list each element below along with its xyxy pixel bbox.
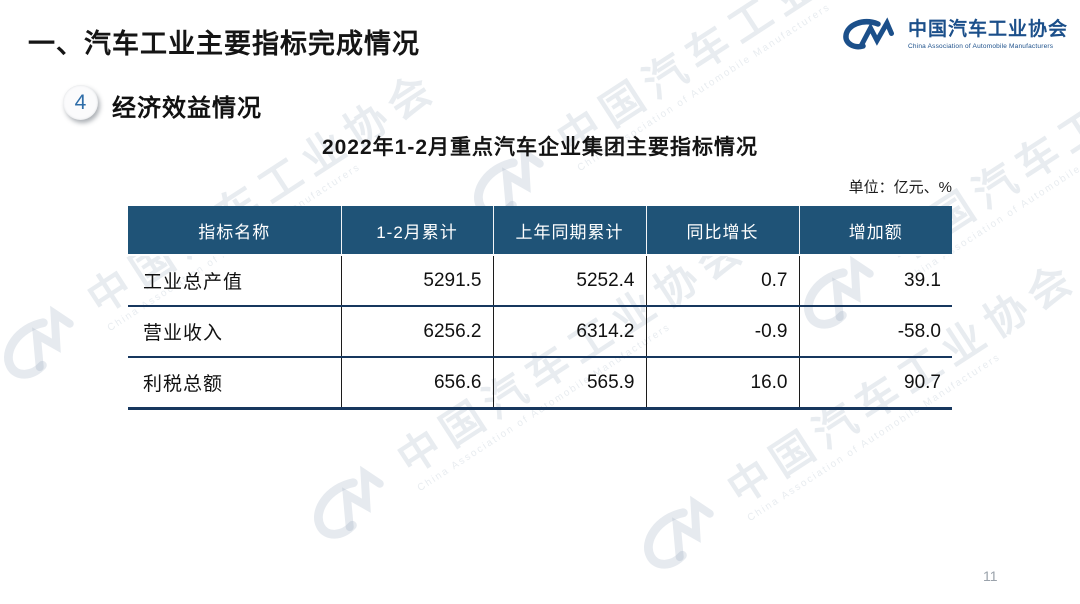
page-title: 一、汽车工业主要指标完成情况 (28, 29, 420, 59)
table-row: 营业收入 6256.2 6314.2 -0.9 -58.0 (128, 306, 952, 359)
table-title: 2022年1-2月重点汽车企业集团主要指标情况 (321, 136, 759, 159)
cell-indicator: 营业收入 (128, 306, 342, 359)
table-header-row: 指标名称 1-2月累计 上年同期累计 同比增长 增加额 (128, 206, 952, 256)
cell-value: 90.7 (799, 357, 952, 411)
cell-value: 6314.2 (493, 306, 647, 359)
cell-value: 0.7 (646, 255, 800, 308)
caam-monogram-icon (840, 16, 900, 54)
unit-label: 单位：亿元、% (848, 179, 952, 196)
header-cell-prev-year-total: 上年同期累计 (493, 206, 647, 256)
cell-value: 565.9 (493, 357, 647, 411)
caam-logo: 中国汽车工业协会 China Association of Automobile… (840, 16, 1068, 54)
section-number-badge: 4 (63, 85, 98, 120)
header-cell-increase: 增加额 (799, 206, 952, 256)
cell-value: 5252.4 (493, 255, 647, 308)
cell-value: 5291.5 (341, 255, 494, 308)
cell-indicator: 利税总额 (128, 357, 342, 411)
cell-value: 656.6 (341, 357, 494, 411)
caam-monogram-watermark-icon (296, 454, 408, 555)
cell-indicator: 工业总产值 (128, 255, 342, 308)
cell-value: 39.1 (799, 255, 952, 308)
cell-value: 16.0 (646, 357, 800, 411)
header-cell-period-total: 1-2月累计 (341, 206, 494, 256)
cell-value: 6256.2 (341, 306, 494, 359)
table-row: 工业总产值 5291.5 5252.4 0.7 39.1 (128, 255, 952, 308)
cell-value: -0.9 (646, 306, 800, 359)
caam-monogram-watermark-icon (626, 484, 738, 585)
header-cell-yoy-growth: 同比增长 (646, 206, 800, 256)
badge-number: 4 (74, 90, 87, 114)
indicators-table: 指标名称 1-2月累计 上年同期累计 同比增长 增加额 工业总产值 5291.5… (128, 206, 952, 411)
page-number: 11 (983, 568, 998, 584)
caam-logo-name: 中国汽车工业协会 (907, 19, 1068, 41)
caam-monogram-watermark-icon (0, 294, 98, 395)
cell-value: -58.0 (799, 306, 952, 359)
caam-logo-subtitle: China Association of Automobile Manufact… (907, 42, 1054, 50)
table-row: 利税总额 656.6 565.9 16.0 90.7 (128, 357, 952, 411)
header-cell-indicator: 指标名称 (128, 206, 342, 256)
subsection-title: 经济效益情况 (112, 95, 262, 122)
